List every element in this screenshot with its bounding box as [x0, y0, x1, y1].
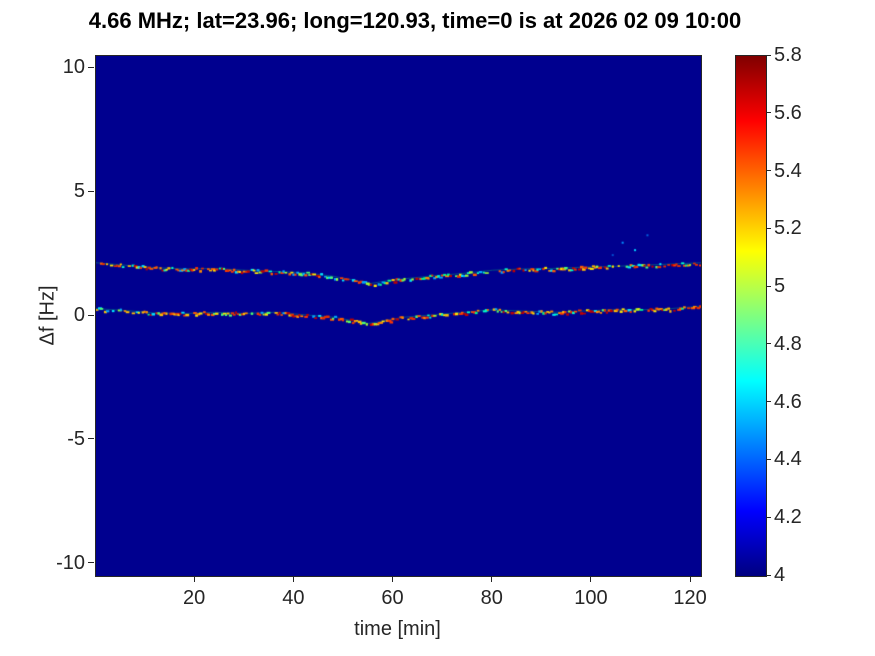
figure-title: 4.66 MHz; lat=23.96; long=120.93, time=0…: [88, 8, 742, 33]
x-tick-label: 120: [673, 587, 707, 609]
x-tick-label: 40: [282, 587, 305, 609]
y-tick-mark: [88, 562, 94, 564]
plot-area: [95, 55, 702, 577]
x-tick-mark: [590, 576, 592, 582]
y-tick-mark: [88, 190, 94, 192]
x-tick-mark: [491, 576, 493, 582]
x-tick-mark: [193, 576, 195, 582]
y-tick-label: 10: [62, 56, 85, 79]
colorbar-tick-label: 5.4: [774, 159, 802, 182]
colorbar-tick-mark: [766, 285, 771, 287]
x-tick-label: 80: [480, 587, 503, 609]
y-tick-mark: [88, 314, 94, 316]
y-tick-mark: [88, 66, 94, 68]
colorbar-tick-mark: [766, 170, 771, 172]
colorbar-tick-mark: [766, 227, 771, 229]
x-tick-mark: [392, 576, 394, 582]
colorbar-tick-mark: [766, 516, 771, 518]
colorbar-tick-label: 5.8: [774, 44, 802, 66]
colorbar-tick-label: 4.4: [774, 448, 802, 471]
colorbar-tick-label: 4: [774, 564, 786, 586]
x-tick-label: 20: [183, 587, 206, 609]
x-tick-label: 60: [381, 587, 404, 609]
y-tick-label: 5: [73, 180, 85, 203]
colorbar-tick-label: 4.8: [774, 332, 802, 355]
colorbar: [735, 55, 767, 577]
colorbar-tick-mark: [766, 54, 771, 56]
y-tick-label: -10: [56, 551, 85, 574]
colorbar-tick-mark: [766, 343, 771, 345]
heatmap-canvas: [96, 56, 701, 576]
y-tick-label: -5: [67, 427, 85, 450]
colorbar-tick-label: 4.6: [774, 390, 802, 413]
x-tick-mark: [689, 576, 691, 582]
y-tick-label: 0: [73, 304, 85, 326]
x-tick-mark: [292, 576, 294, 582]
colorbar-gradient: [736, 56, 766, 576]
colorbar-tick-mark: [766, 401, 771, 403]
colorbar-tick-label: 4.2: [774, 506, 802, 529]
colorbar-tick-label: 5: [774, 275, 786, 298]
x-tick-label: 100: [574, 587, 608, 609]
colorbar-tick-label: 5.6: [774, 101, 802, 124]
x-axis-label: time [min]: [354, 618, 441, 640]
y-tick-mark: [88, 438, 94, 440]
colorbar-tick-mark: [766, 458, 771, 460]
colorbar-tick-mark: [766, 574, 771, 576]
colorbar-tick-label: 5.2: [774, 217, 802, 240]
colorbar-tick-mark: [766, 112, 771, 114]
